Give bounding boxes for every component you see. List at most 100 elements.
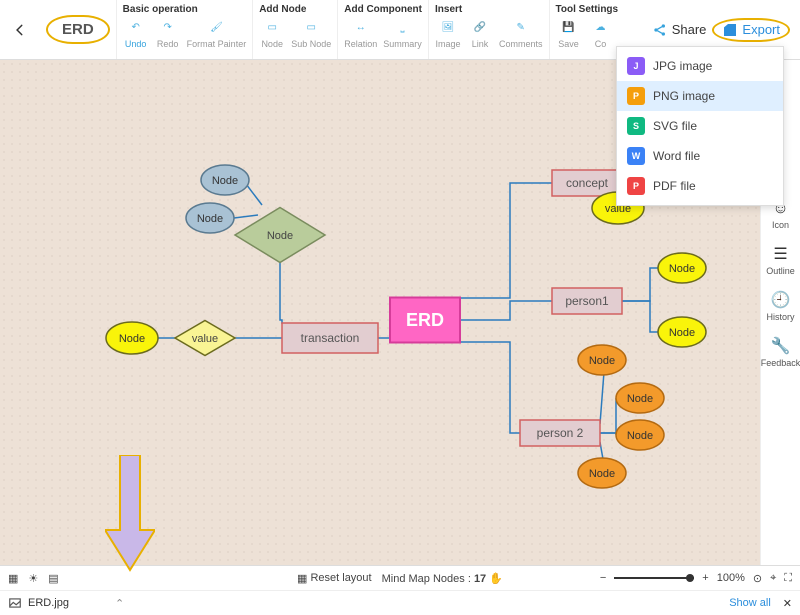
toolbar-item-comments[interactable]: ✎ Comments [499,17,543,49]
view-brightness-icon[interactable]: ☀ [28,572,38,585]
share-button[interactable]: Share [652,22,707,38]
toolbar-group: Tool Settings 💾 Save ☁Co [549,0,625,59]
file-type-icon: W [627,147,645,165]
comments-icon: ✎ [511,17,531,37]
export-option-svg[interactable]: SSVG file [617,111,783,141]
document-title[interactable]: ERD [46,15,110,44]
toolbar-item-save[interactable]: 💾 Save [556,17,582,49]
svg-text:Node: Node [119,333,145,345]
rail-feedback[interactable]: 🔧Feedback [761,336,800,368]
chevron-up-icon[interactable]: ⌃ [115,597,124,610]
downloads-bar: ERD.jpg ⌃ Show all ✕ [0,590,800,615]
export-option-png[interactable]: P PNG image [617,81,783,111]
link-icon: 🔗 [470,17,490,37]
share-label: Share [672,22,707,37]
svg-text:concept: concept [566,176,609,190]
fit-icon[interactable]: ⊙ [753,572,762,585]
downloaded-file-name: ERD.jpg [28,597,69,609]
toolbar-item-format-painter[interactable]: 🖌 Format Painter [187,17,247,49]
show-all-button[interactable]: Show all [729,597,771,609]
view-style-icon[interactable]: ▤ [48,572,58,585]
group-title: Tool Settings [556,4,619,15]
toolbar-group: Basic operation ↶Undo ↷ Redo 🖌 Format Painter [116,0,253,59]
group-title: Add Component [344,4,422,15]
toolbar-item-redo[interactable]: ↷ Redo [155,17,181,49]
save-icon: 💾 [559,17,579,37]
group-title: Basic operation [123,4,247,15]
toolbar-item-label: Redo [155,39,181,49]
zoom-slider[interactable] [614,577,694,579]
svg-text:Node: Node [589,355,615,367]
toolbar-item-label: Comments [499,39,543,49]
rail-label: Icon [772,220,789,230]
format-painter-icon: 🖌 [206,17,226,37]
redo-icon: ↷ [158,17,178,37]
toolbar-item-label: Format Painter [187,39,247,49]
svg-text:Node: Node [627,393,653,405]
toolbar-item-label: Node [259,39,285,49]
svg-text:ERD: ERD [406,310,444,330]
toolbar-item-sub-node[interactable]: ▭ Sub Node [291,17,331,49]
svg-text:Node: Node [669,263,695,275]
toolbar-group: Add Component ↔ Relation ⎵ Summary [337,0,428,59]
downloaded-file-chip[interactable]: ERD.jpg ⌃ [8,596,124,610]
export-option-w[interactable]: WWord file [617,141,783,171]
svg-text:Node: Node [267,230,293,242]
sub-node-icon: ▭ [301,17,321,37]
export-option-pdf[interactable]: P PDF file [617,171,783,201]
undo-icon: ↶ [126,17,146,37]
toolbar-group: Add Node▭Node▭Sub Node [252,0,337,59]
svg-text:Node: Node [197,213,223,225]
svg-text:Node: Node [627,430,653,442]
summary-icon: ⎵ [393,17,413,37]
zoom-out-button[interactable]: − [600,572,606,584]
export-option-label: PDF file [653,179,696,193]
node-icon: ▭ [262,17,282,37]
toolbar-item-label: Link [467,39,493,49]
fullscreen-icon[interactable]: ⛶ [784,572,792,585]
history-icon: 🕘 [766,290,794,310]
toolbar-item-label: Image [435,39,461,49]
file-type-icon: P [627,87,645,105]
relation-icon: ↔ [351,17,371,37]
close-bar-button[interactable]: ✕ [783,597,792,610]
zoom-in-button[interactable]: + [702,572,708,584]
svg-text:person 2: person 2 [537,426,584,440]
locate-icon[interactable]: ⌖ [770,572,776,585]
export-label: Export [742,22,780,37]
back-button[interactable] [0,0,40,59]
toolbar-item-relation[interactable]: ↔ Relation [344,17,377,49]
toolbar-item-co[interactable]: ☁Co [588,17,614,49]
toolbar-group: Insert 🖼 Image 🔗 Link ✎ Comments [428,0,549,59]
export-option-label: JPG image [653,59,712,73]
svg-text:Node: Node [212,175,238,187]
toolbar-item-label: Sub Node [291,39,331,49]
image-icon: 🖼 [438,17,458,37]
toolbar-item-label: Summary [383,39,422,49]
toolbar-item-label: Relation [344,39,377,49]
rail-label: Outline [766,266,795,276]
outline-icon: ☰ [766,244,795,264]
export-button[interactable]: Export [712,18,790,42]
file-type-icon: J [627,57,645,75]
zoom-value: 100% [717,572,745,584]
view-grid-icon[interactable]: ▦ [8,572,18,585]
toolbar-item-node[interactable]: ▭ Node [259,17,285,49]
toolbar-item-label: Co [588,39,614,49]
svg-text:Node: Node [589,468,615,480]
file-type-icon: P [627,177,645,195]
svg-text:person1: person1 [565,294,609,308]
toolbar-item-link[interactable]: 🔗 Link [467,17,493,49]
node-count-label: Mind Map Nodes : 17 ✋ [382,572,503,585]
toolbar-item-image[interactable]: 🖼 Image [435,17,461,49]
toolbar-item-label: Save [556,39,582,49]
export-option-label: PNG image [653,89,715,103]
reset-layout-button[interactable]: ▦ Reset layout [297,572,372,585]
toolbar-item-undo[interactable]: ↶Undo [123,17,149,49]
export-option-jpg[interactable]: J JPG image [617,51,783,81]
group-title: Insert [435,4,543,15]
rail-label: Feedback [761,358,800,368]
rail-outline[interactable]: ☰ Outline [766,244,795,276]
toolbar-item-summary[interactable]: ⎵ Summary [383,17,422,49]
rail-history[interactable]: 🕘History [766,290,794,322]
